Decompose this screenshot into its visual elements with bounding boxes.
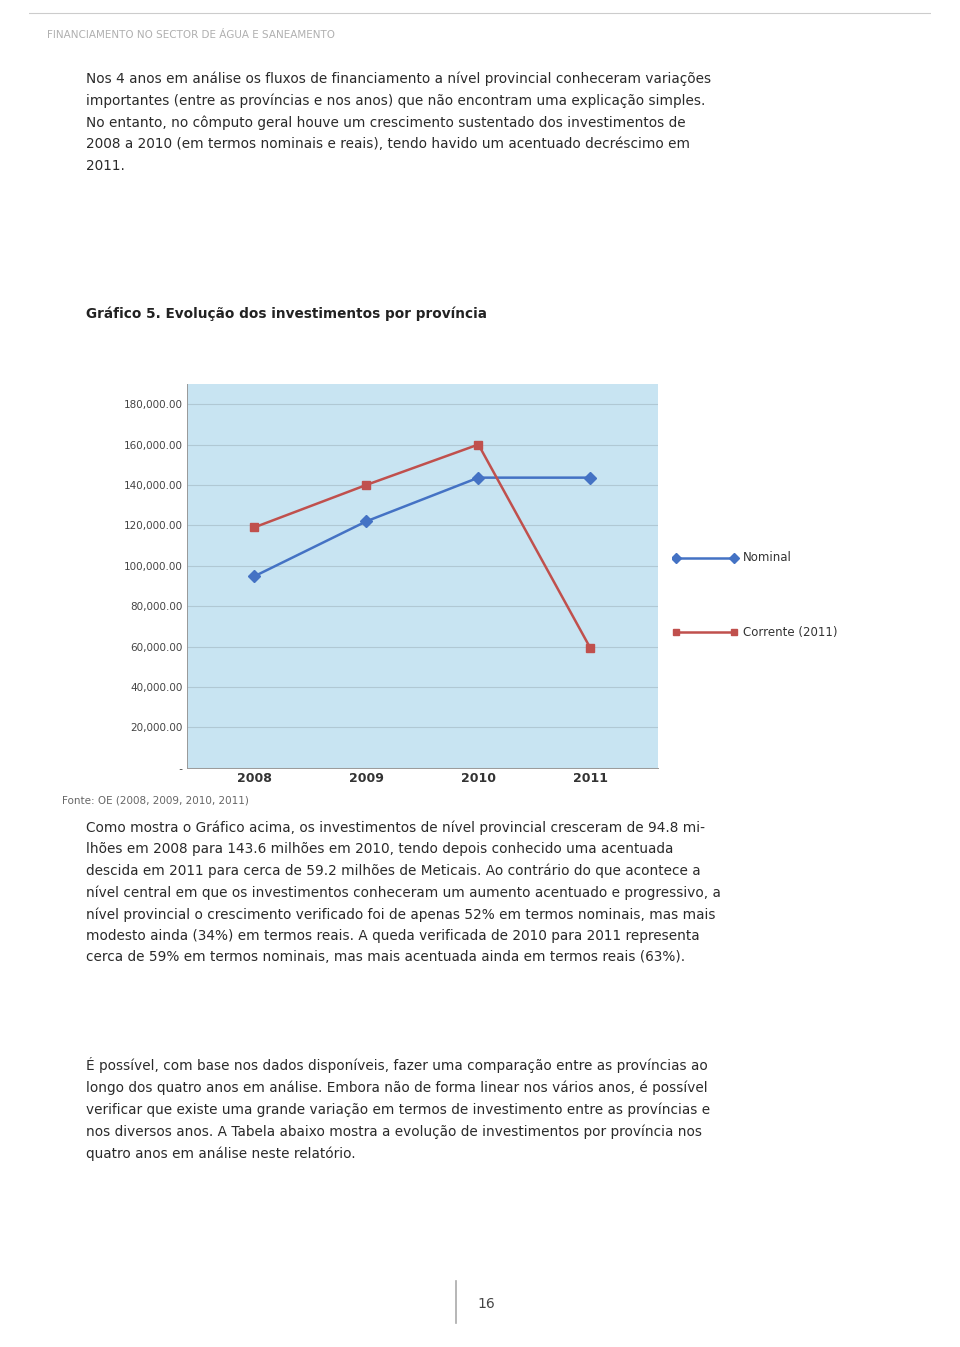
Text: 16: 16 bbox=[477, 1297, 495, 1311]
Text: É possível, com base nos dados disponíveis, fazer uma comparação entre as provín: É possível, com base nos dados disponíve… bbox=[86, 1057, 710, 1161]
Text: Corrente (2011): Corrente (2011) bbox=[743, 625, 837, 638]
Text: Gráfico 5. Evolução dos investimentos por província: Gráfico 5. Evolução dos investimentos po… bbox=[86, 307, 488, 321]
Text: FINANCIAMENTO NO SECTOR DE ÁGUA E SANEAMENTO: FINANCIAMENTO NO SECTOR DE ÁGUA E SANEAM… bbox=[47, 30, 335, 40]
Text: Como mostra o Gráfico acima, os investimentos de nível provincial cresceram de 9: Como mostra o Gráfico acima, os investim… bbox=[86, 820, 721, 964]
Text: Fonte: OE (2008, 2009, 2010, 2011): Fonte: OE (2008, 2009, 2010, 2011) bbox=[62, 795, 250, 806]
Text: Nos 4 anos em análise os fluxos de financiamento a nível provincial conheceram v: Nos 4 anos em análise os fluxos de finan… bbox=[86, 71, 711, 172]
Text: Nominal: Nominal bbox=[743, 551, 792, 564]
